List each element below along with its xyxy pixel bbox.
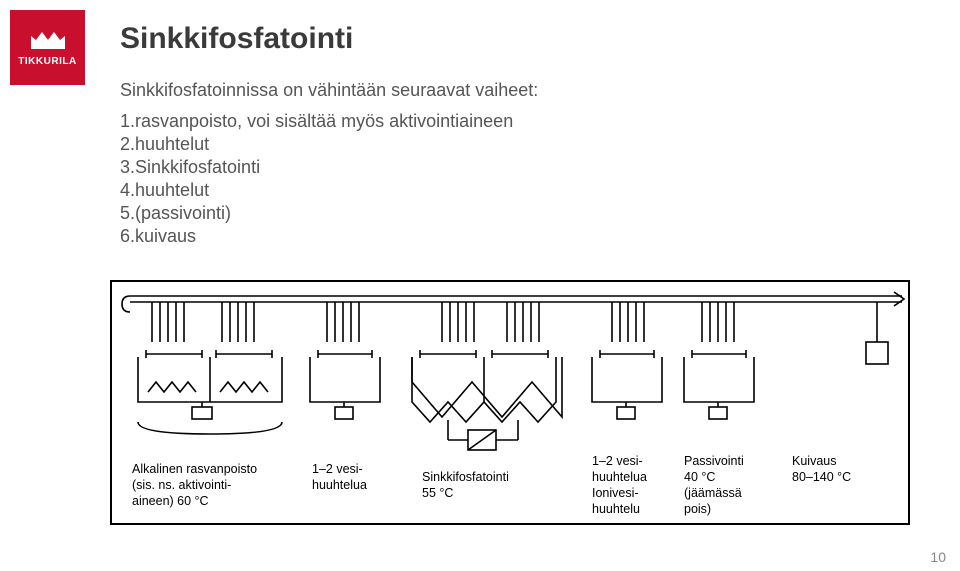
- page-title: Sinkkifosfatointi: [120, 22, 930, 56]
- crown-icon: [28, 28, 68, 52]
- intro-text: Sinkkifosfatoinnissa on vähintään seuraa…: [120, 80, 930, 101]
- label-rinse1-b: huuhtelua: [312, 478, 367, 494]
- label-zinc-1: Sinkkifosfatointi: [422, 470, 509, 486]
- label-zinc-2: 55 °C: [422, 486, 453, 502]
- label-alkaline-3: aineen) 60 °C: [132, 494, 209, 510]
- label-alkaline-2: (sis. ns. aktivointi-: [132, 478, 231, 494]
- label-pass-4: pois): [684, 502, 711, 518]
- label-pass-2: 40 °C: [684, 470, 715, 486]
- label-rinse1-a: 1–2 vesi-: [312, 462, 363, 478]
- label-rinse2-d: huuhtelu: [592, 502, 640, 518]
- label-alkaline-1: Alkalinen rasvanpoisto: [132, 462, 257, 478]
- brand-logo: TIKKURILA: [10, 10, 85, 85]
- step-item: 5.(passivointi): [120, 203, 930, 224]
- step-item: 1.rasvanpoisto, voi sisältää myös aktivo…: [120, 111, 930, 132]
- page-number: 10: [930, 549, 946, 565]
- label-rinse2-b: huuhtelua: [592, 470, 647, 486]
- step-item: 6.kuivaus: [120, 226, 930, 247]
- label-rinse2-a: 1–2 vesi-: [592, 454, 643, 470]
- process-diagram: Alkalinen rasvanpoisto (sis. ns. aktivoi…: [110, 280, 910, 525]
- steps-list: 1.rasvanpoisto, voi sisältää myös aktivo…: [120, 111, 930, 247]
- slide-content: Sinkkifosfatointi Sinkkifosfatoinnissa o…: [120, 22, 930, 249]
- diagram-svg: [112, 282, 908, 523]
- label-pass-3: (jäämässä: [684, 486, 742, 502]
- step-item: 3.Sinkkifosfatointi: [120, 157, 930, 178]
- label-pass-1: Passivointi: [684, 454, 744, 470]
- label-dry-1: Kuivaus: [792, 454, 836, 470]
- label-rinse2-c: Ionivesi-: [592, 486, 639, 502]
- step-item: 4.huuhtelut: [120, 180, 930, 201]
- brand-text: TIKKURILA: [18, 56, 76, 67]
- step-item: 2.huuhtelut: [120, 134, 930, 155]
- label-dry-2: 80–140 °C: [792, 470, 851, 486]
